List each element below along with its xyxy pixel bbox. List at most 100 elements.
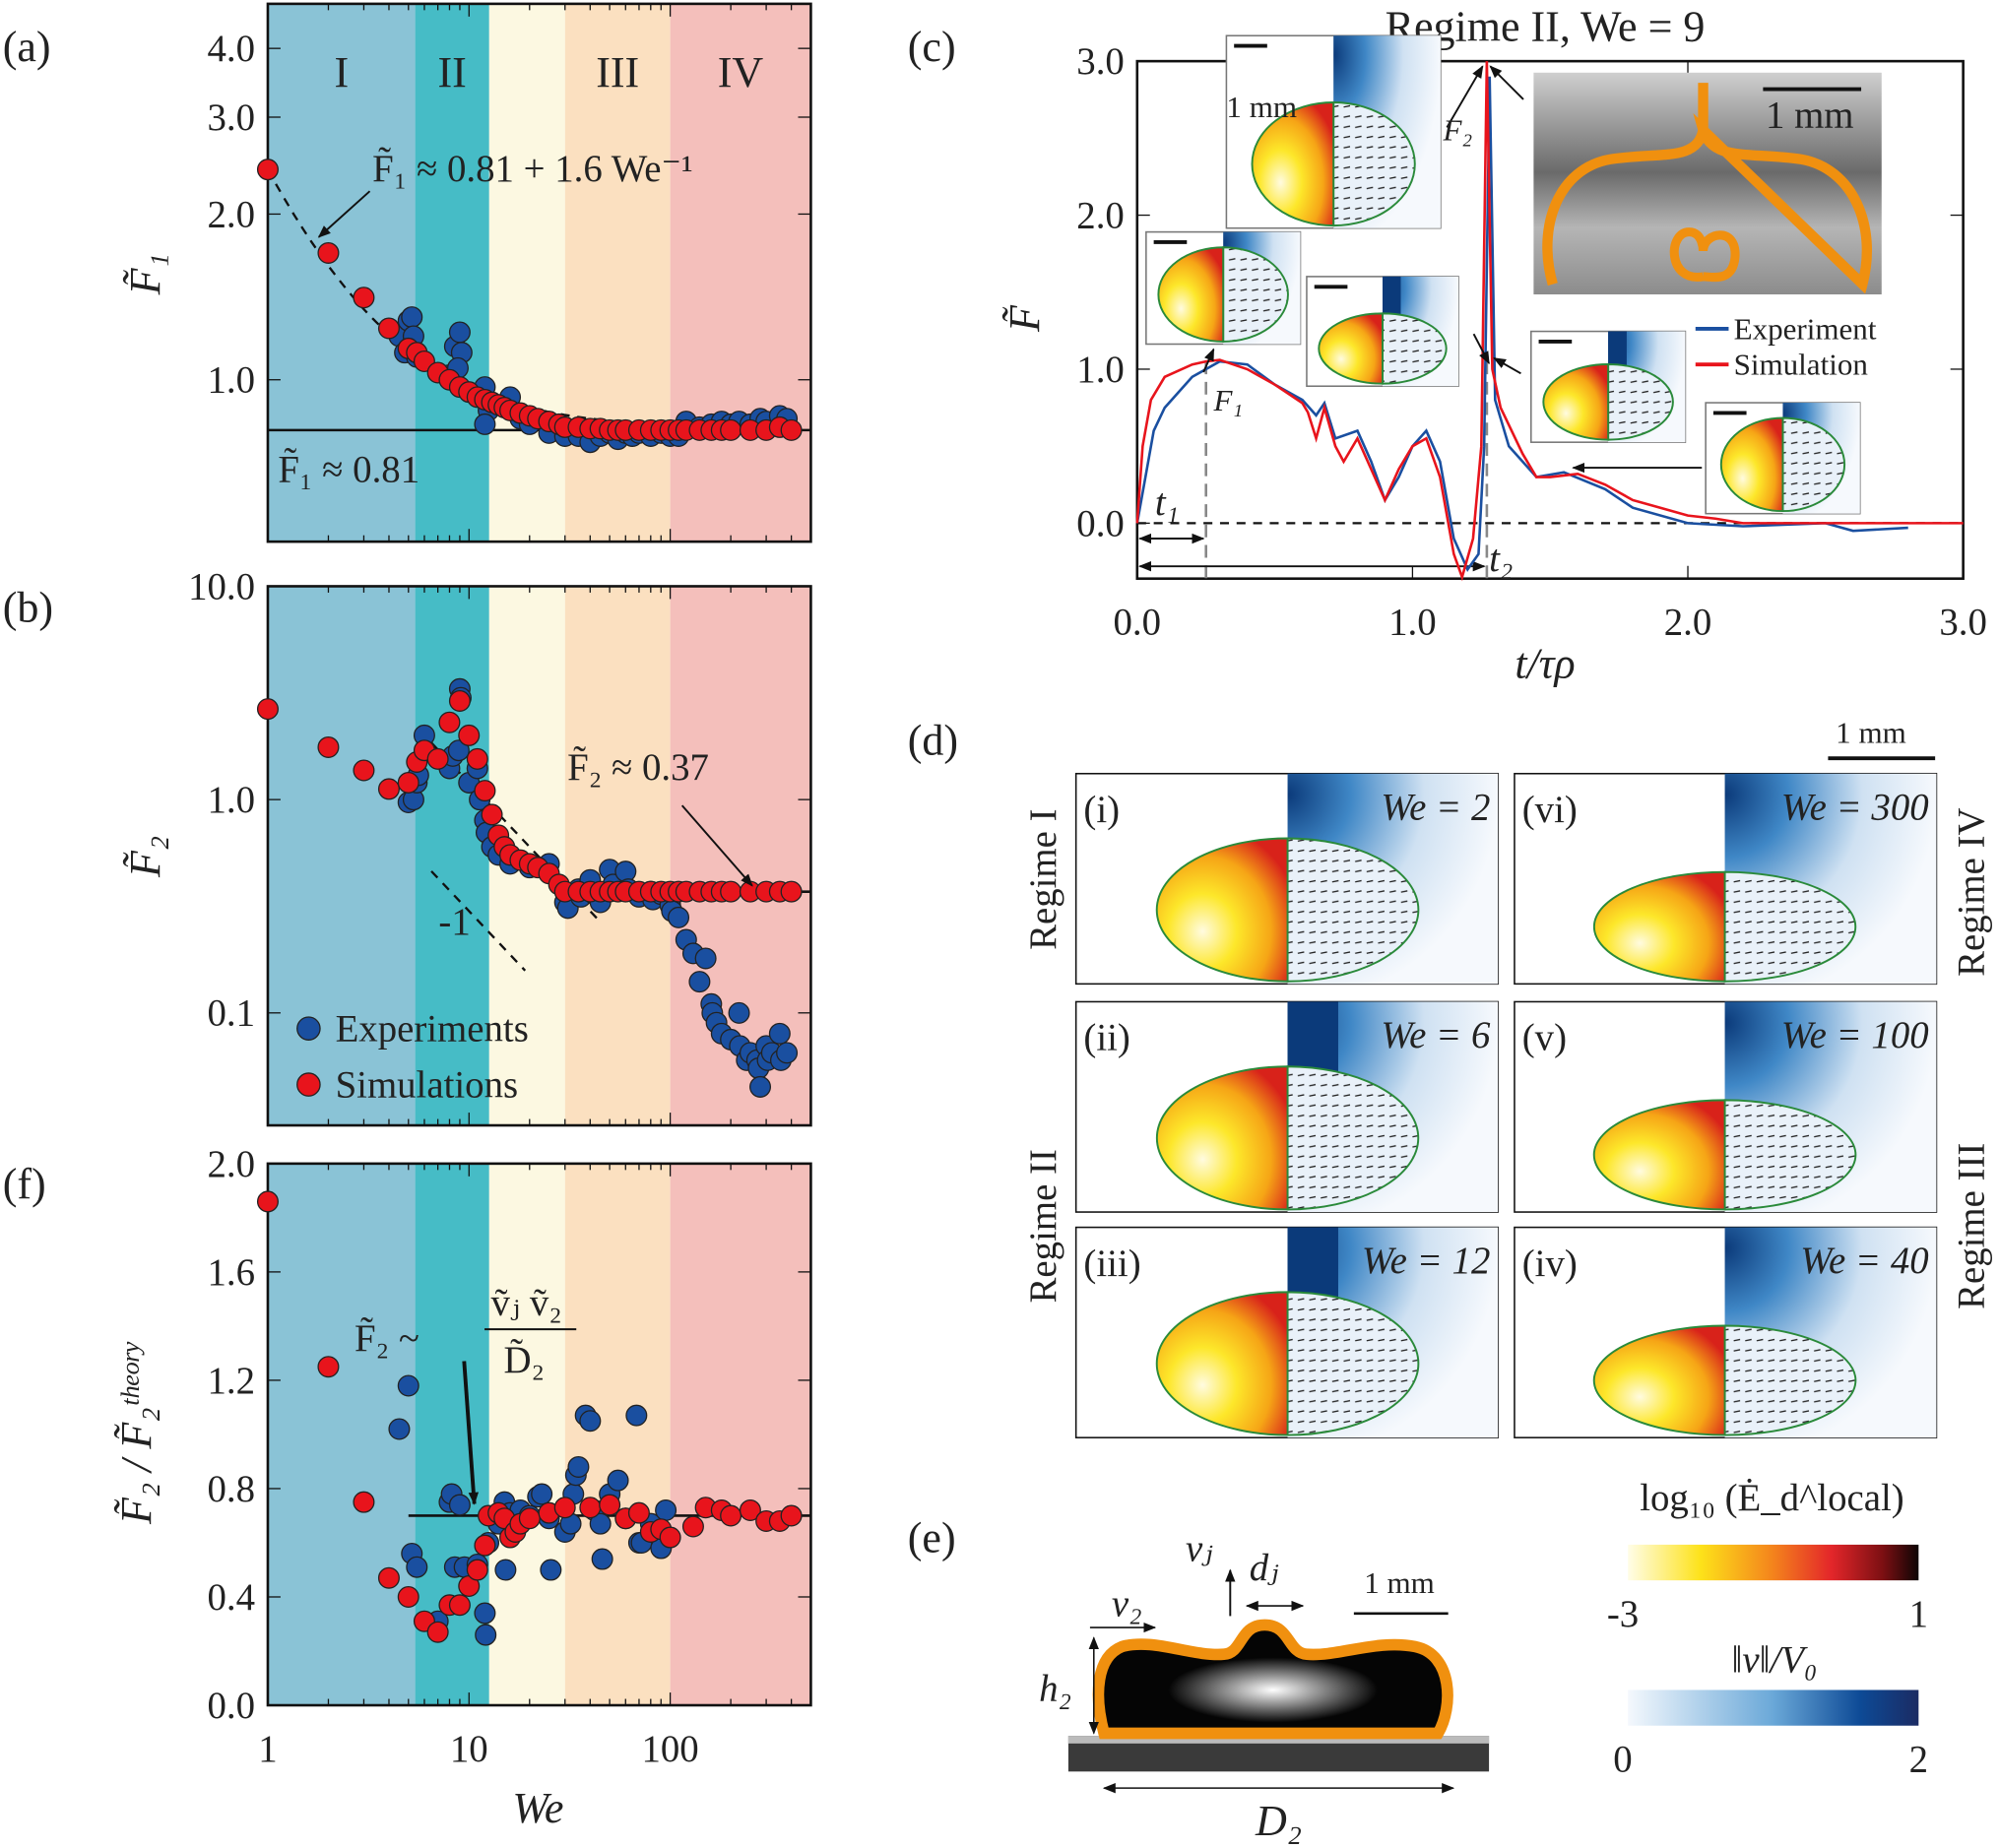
- dissipation-field: [1542, 363, 1610, 441]
- plot-frame: [1135, 59, 1965, 580]
- scaling-denominator: D̃₂: [503, 1339, 545, 1381]
- point-simulations: [518, 1507, 541, 1530]
- point-experiments: [655, 1498, 677, 1521]
- point-simulations: [466, 747, 488, 770]
- scaling-lhs: F̃₂ ~: [355, 1317, 419, 1360]
- fit-arrow: [317, 190, 371, 238]
- t1-label: t₁: [1155, 481, 1179, 524]
- point-experiments: [579, 1410, 602, 1433]
- y-tick-label: 3.0: [1076, 40, 1125, 83]
- point-simulations: [780, 418, 803, 441]
- point-simulations: [474, 1534, 496, 1557]
- panel-label-f: (f): [3, 1160, 46, 1208]
- tile-tag: (vi): [1522, 789, 1578, 831]
- colorbar-velocity-min: 0: [1613, 1738, 1632, 1780]
- point-simulations: [720, 1504, 742, 1527]
- point-experiments: [749, 1075, 772, 1098]
- point-simulations: [780, 880, 803, 903]
- tile-tag: (i): [1083, 789, 1120, 831]
- tile-weber: We = 6: [1381, 1014, 1491, 1056]
- inset-snapshot-2: [1145, 230, 1302, 346]
- tile-weber: We = 12: [1362, 1240, 1490, 1282]
- t2-label: t₂: [1489, 538, 1513, 580]
- y-tick-label: 4.0: [207, 28, 255, 70]
- point-simulations: [458, 724, 481, 746]
- f2-label: F₂: [1442, 112, 1472, 147]
- point-experiments: [474, 413, 496, 435]
- y-tick-label: 0.0: [1076, 502, 1125, 544]
- dissipation-field: [1155, 1291, 1289, 1436]
- panel-label-a: (a): [3, 23, 51, 71]
- fit-annotation-a: F̃₁ ≈ 0.81 + 1.6 We⁻¹: [372, 148, 693, 190]
- regime-band-label: II: [438, 48, 467, 96]
- droplet-outline: [1092, 1619, 1453, 1740]
- regime-band: [267, 586, 416, 1126]
- y-tick-label: 1.0: [207, 779, 255, 821]
- point-experiments: [589, 1512, 612, 1535]
- point-simulations: [438, 711, 461, 733]
- regime-band: [670, 3, 811, 542]
- regime-band: [415, 586, 489, 1126]
- point-simulations: [599, 1494, 621, 1516]
- point-simulations: [353, 287, 375, 309]
- point-simulations: [448, 689, 471, 712]
- point-simulations: [317, 1356, 340, 1378]
- point-experiments: [607, 1469, 629, 1492]
- scaling-arrow: [462, 1361, 480, 1505]
- x-tick-label: 100: [641, 1728, 698, 1770]
- snapshot-tile: (iv) We = 40: [1514, 1226, 1938, 1438]
- regime-band: [564, 1163, 671, 1706]
- regime-band-label: III: [596, 48, 639, 96]
- slope-label: -1: [438, 901, 470, 943]
- velocity-field: [1332, 101, 1416, 227]
- snapshot-tile: (ii) We = 6: [1074, 1000, 1499, 1213]
- photo-outline: [1542, 83, 1872, 294]
- point-simulations: [317, 735, 340, 758]
- annotation-arrow: [1446, 65, 1484, 128]
- regime-band: [488, 1163, 565, 1706]
- dissipation-field: [1719, 416, 1784, 513]
- velocity-field: [1723, 870, 1857, 983]
- legend-label-simulations: Simulations: [336, 1064, 519, 1107]
- y-tick-label: 3.0: [207, 96, 255, 139]
- point-experiments: [406, 1556, 428, 1578]
- point-simulations: [317, 241, 340, 264]
- regime-label-IV: Regime IV: [1950, 807, 1992, 976]
- snapshot-tile: (i) We = 2: [1074, 772, 1499, 986]
- point-experiments: [474, 1602, 496, 1625]
- inset-snapshot-5: [1705, 402, 1861, 515]
- point-simulations: [377, 778, 400, 800]
- tile-weber: We = 300: [1781, 786, 1929, 828]
- inset-experiment-photo: [1533, 72, 1882, 295]
- point-experiments: [668, 906, 690, 928]
- point-simulations: [377, 1566, 400, 1589]
- colorbar-dissipation-min: -3: [1607, 1593, 1639, 1635]
- regime-band: [415, 3, 489, 542]
- chart-force-time: 0.0 1.0 2.0 3.0 0.0 1.0 2.0 3.0: [1076, 40, 1987, 644]
- point-simulations: [659, 1526, 681, 1549]
- ylabel-f: F̃₂ / F̃₂ᵗʰᵉᵒʳʸ: [112, 1341, 161, 1525]
- regime-band: [267, 3, 416, 542]
- v2-label: v₂: [1112, 1582, 1142, 1625]
- velocity-field: [1723, 1099, 1857, 1211]
- point-simulations: [256, 159, 279, 181]
- annotation-arrow: [1489, 65, 1524, 100]
- point-simulations: [553, 1497, 576, 1519]
- xlabel-f: We: [512, 1784, 563, 1832]
- panel-label-d: (d): [908, 716, 958, 764]
- chart-f1: I II III IV4.03.02.01.0: [207, 2, 812, 543]
- vj-label: vⱼ: [1186, 1528, 1213, 1570]
- regime-band: [488, 3, 565, 542]
- x-tick-label: 2.0: [1664, 602, 1712, 644]
- velocity-field: [1222, 246, 1289, 343]
- plateau-annotation-a: F̃₁ ≈ 0.81: [278, 448, 419, 490]
- point-simulations: [353, 759, 375, 782]
- x-tick-label: 10: [450, 1728, 488, 1770]
- colorbar-velocity: [1628, 1689, 1919, 1726]
- point-experiments: [776, 1042, 799, 1064]
- point-simulations: [397, 1585, 419, 1608]
- x-tick-label: 3.0: [1939, 602, 1987, 644]
- tile-tag: (v): [1522, 1017, 1567, 1059]
- bouncing-droplet-image: [1067, 1619, 1490, 1772]
- point-experiments: [591, 1548, 613, 1570]
